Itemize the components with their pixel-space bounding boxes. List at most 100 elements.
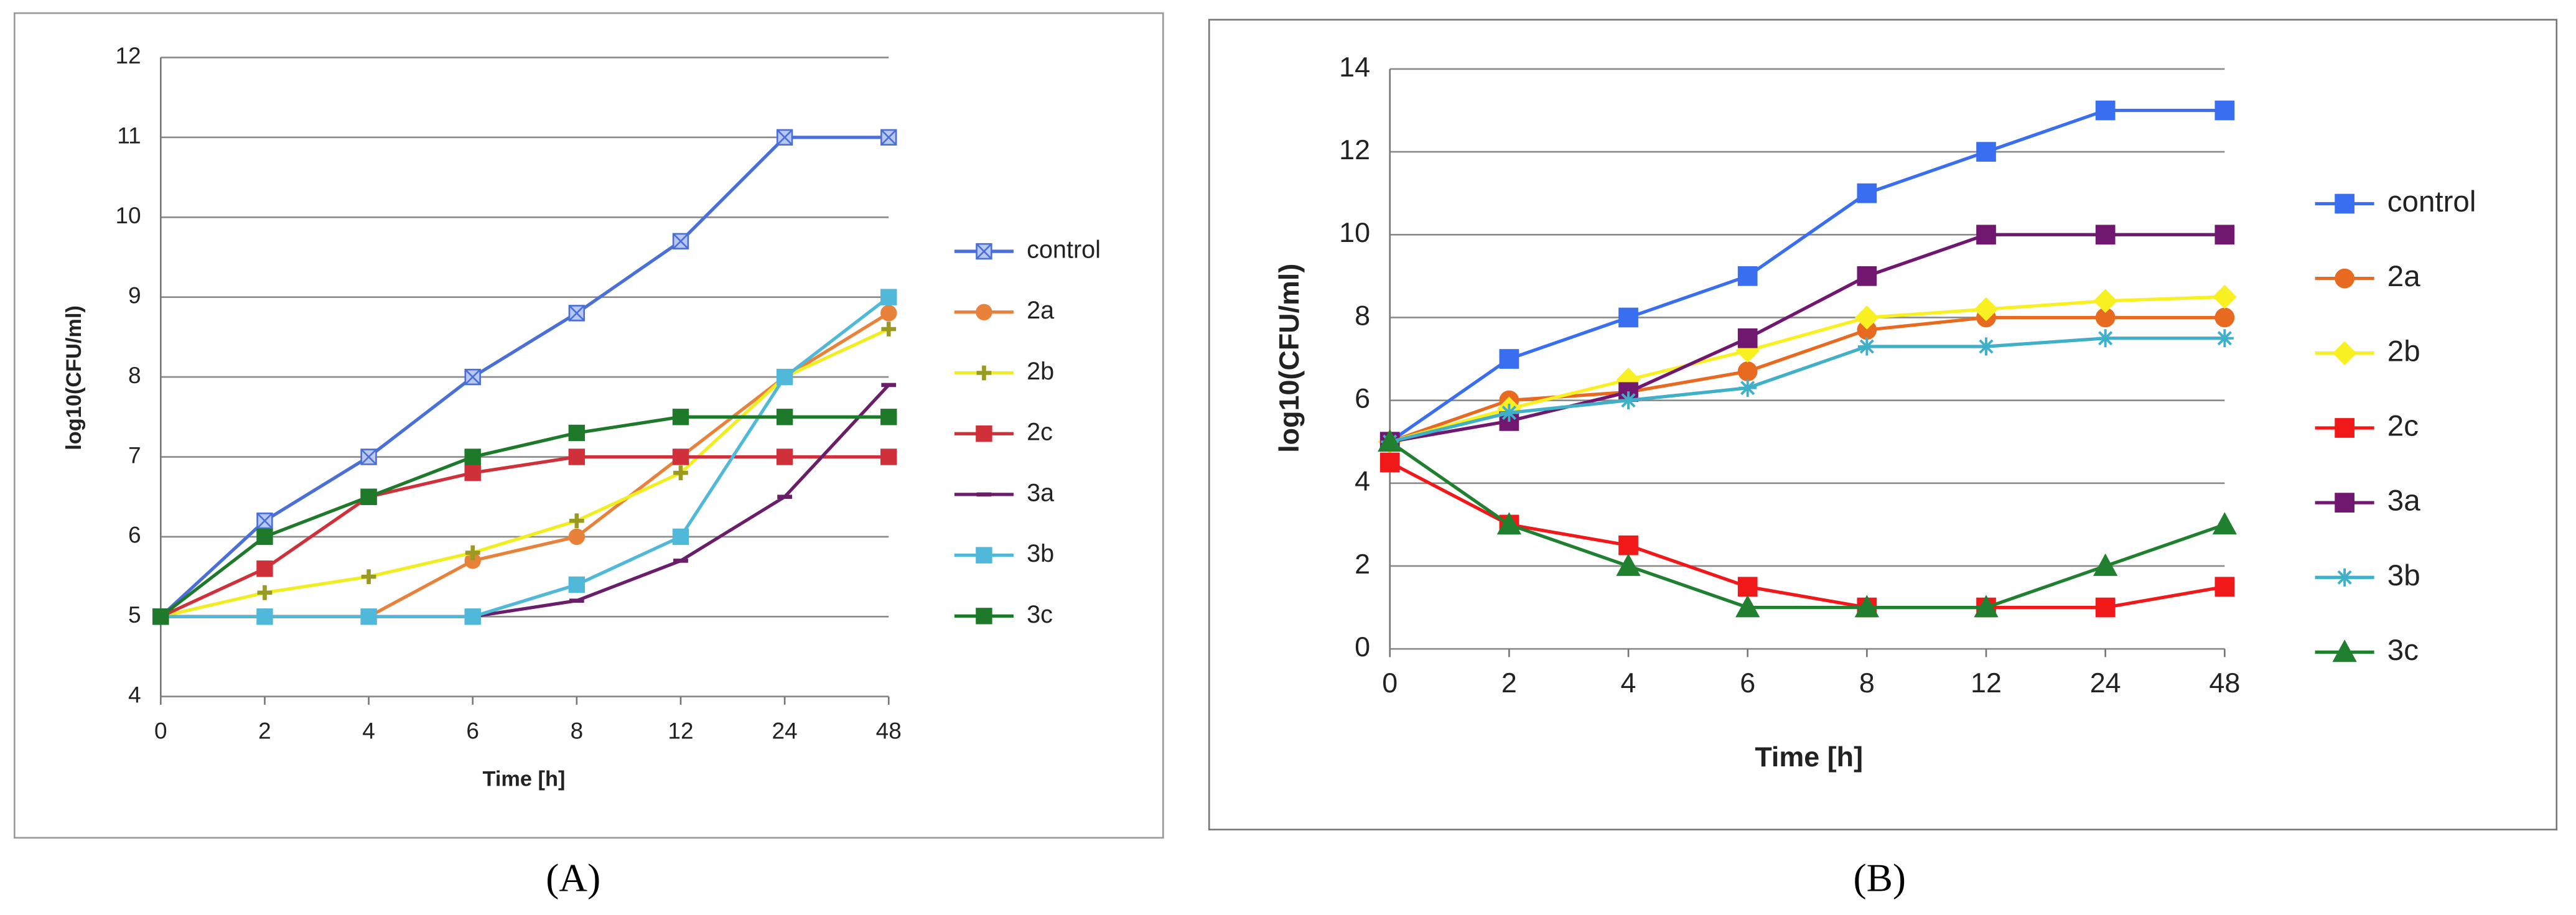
y-tick-label: 12: [1339, 134, 1370, 165]
marker: [2214, 100, 2235, 121]
legend-label: 3a: [1027, 479, 1055, 506]
marker: [464, 368, 481, 386]
marker: [976, 608, 992, 625]
marker: [1976, 225, 1996, 245]
marker: [464, 608, 481, 625]
legend-label: 2c: [2387, 410, 2419, 443]
x-tick-label: 2: [258, 718, 271, 744]
y-tick-label: 14: [1339, 51, 1370, 83]
marker: [1737, 577, 1758, 597]
marker: [2095, 597, 2116, 618]
marker: [880, 409, 897, 425]
marker: [2095, 225, 2116, 245]
y-tick-label: 7: [128, 442, 141, 468]
marker: [1618, 307, 1638, 328]
marker: [672, 233, 689, 249]
series-line: [159, 136, 889, 618]
marker: [361, 569, 376, 585]
marker: [1974, 297, 1999, 322]
marker: [465, 545, 480, 560]
marker: [1618, 535, 1638, 555]
marker: [1619, 391, 1638, 410]
y-tick-label: 4: [1355, 465, 1370, 497]
marker: [2093, 289, 2117, 314]
y-tick-label: 2: [1355, 548, 1370, 580]
y-tick-label: 5: [128, 602, 141, 628]
marker: [2332, 341, 2357, 366]
marker: [568, 305, 586, 322]
series-line: [160, 327, 890, 618]
x-tick-label: 12: [1971, 667, 2002, 699]
series-line: [1389, 233, 2225, 444]
marker: [464, 464, 481, 481]
marker: [1855, 305, 1879, 330]
y-tick-label: 12: [116, 43, 141, 68]
marker: [1500, 404, 1518, 422]
y-tick-label: 6: [1355, 382, 1370, 414]
marker: [2095, 100, 2116, 121]
marker: [1737, 328, 1758, 348]
marker: [360, 488, 377, 505]
x-tick-label: 6: [466, 718, 479, 744]
x-tick-label: 6: [1740, 667, 1755, 699]
marker: [976, 425, 992, 442]
marker: [672, 448, 689, 465]
marker: [2335, 493, 2354, 513]
x-axis-label: Time [h]: [1755, 741, 1863, 773]
marker: [1616, 553, 1641, 576]
legend-label: 2a: [2387, 260, 2420, 293]
marker: [1496, 512, 1522, 535]
y-tick-label: 9: [128, 282, 141, 308]
x-tick-label: 24: [2090, 667, 2121, 699]
legend-label: 2b: [1027, 358, 1054, 385]
marker: [256, 608, 273, 625]
marker: [976, 365, 992, 381]
y-tick-label: 10: [1339, 216, 1370, 248]
marker: [1738, 379, 1757, 397]
marker: [152, 608, 169, 625]
x-tick-label: 2: [1501, 667, 1517, 699]
marker: [360, 448, 377, 465]
marker: [880, 289, 897, 305]
marker: [1857, 266, 1877, 286]
marker: [2093, 553, 2118, 576]
marker: [881, 322, 897, 337]
marker: [1857, 183, 1877, 203]
y-axis-label: log10(CFU/ml): [62, 305, 86, 450]
x-tick-label: 8: [571, 718, 584, 744]
x-tick-label: 4: [362, 718, 375, 744]
marker: [880, 129, 897, 146]
series-line: [1389, 461, 2225, 610]
marker: [1976, 142, 1996, 162]
x-tick-label: 24: [772, 718, 798, 744]
legend-label: 2a: [1027, 297, 1055, 324]
x-tick-label: 8: [1859, 667, 1875, 699]
x-tick-label: 12: [668, 718, 693, 744]
marker: [256, 513, 273, 529]
series-line: [1389, 440, 2226, 610]
marker: [880, 448, 897, 465]
x-tick-label: 4: [1621, 667, 1636, 699]
marker: [776, 129, 793, 146]
marker: [2335, 268, 2354, 289]
series-line: [159, 415, 889, 618]
marker: [976, 243, 992, 260]
marker: [464, 448, 481, 465]
legend-label: control: [2387, 185, 2476, 218]
marker: [568, 448, 586, 465]
y-tick-label: 10: [116, 203, 141, 228]
marker: [1977, 337, 1995, 356]
marker: [1737, 361, 1758, 381]
series-line: [160, 455, 889, 618]
legend-label: 2b: [2387, 335, 2420, 368]
series-line: [1389, 315, 2225, 444]
marker: [2096, 329, 2115, 348]
series-line: [1389, 108, 2225, 444]
marker: [2335, 193, 2354, 214]
y-tick-label: 11: [117, 123, 141, 149]
marker: [1735, 595, 1760, 618]
marker: [256, 560, 273, 577]
marker: [1854, 595, 1880, 618]
y-tick-label: 8: [128, 363, 141, 388]
